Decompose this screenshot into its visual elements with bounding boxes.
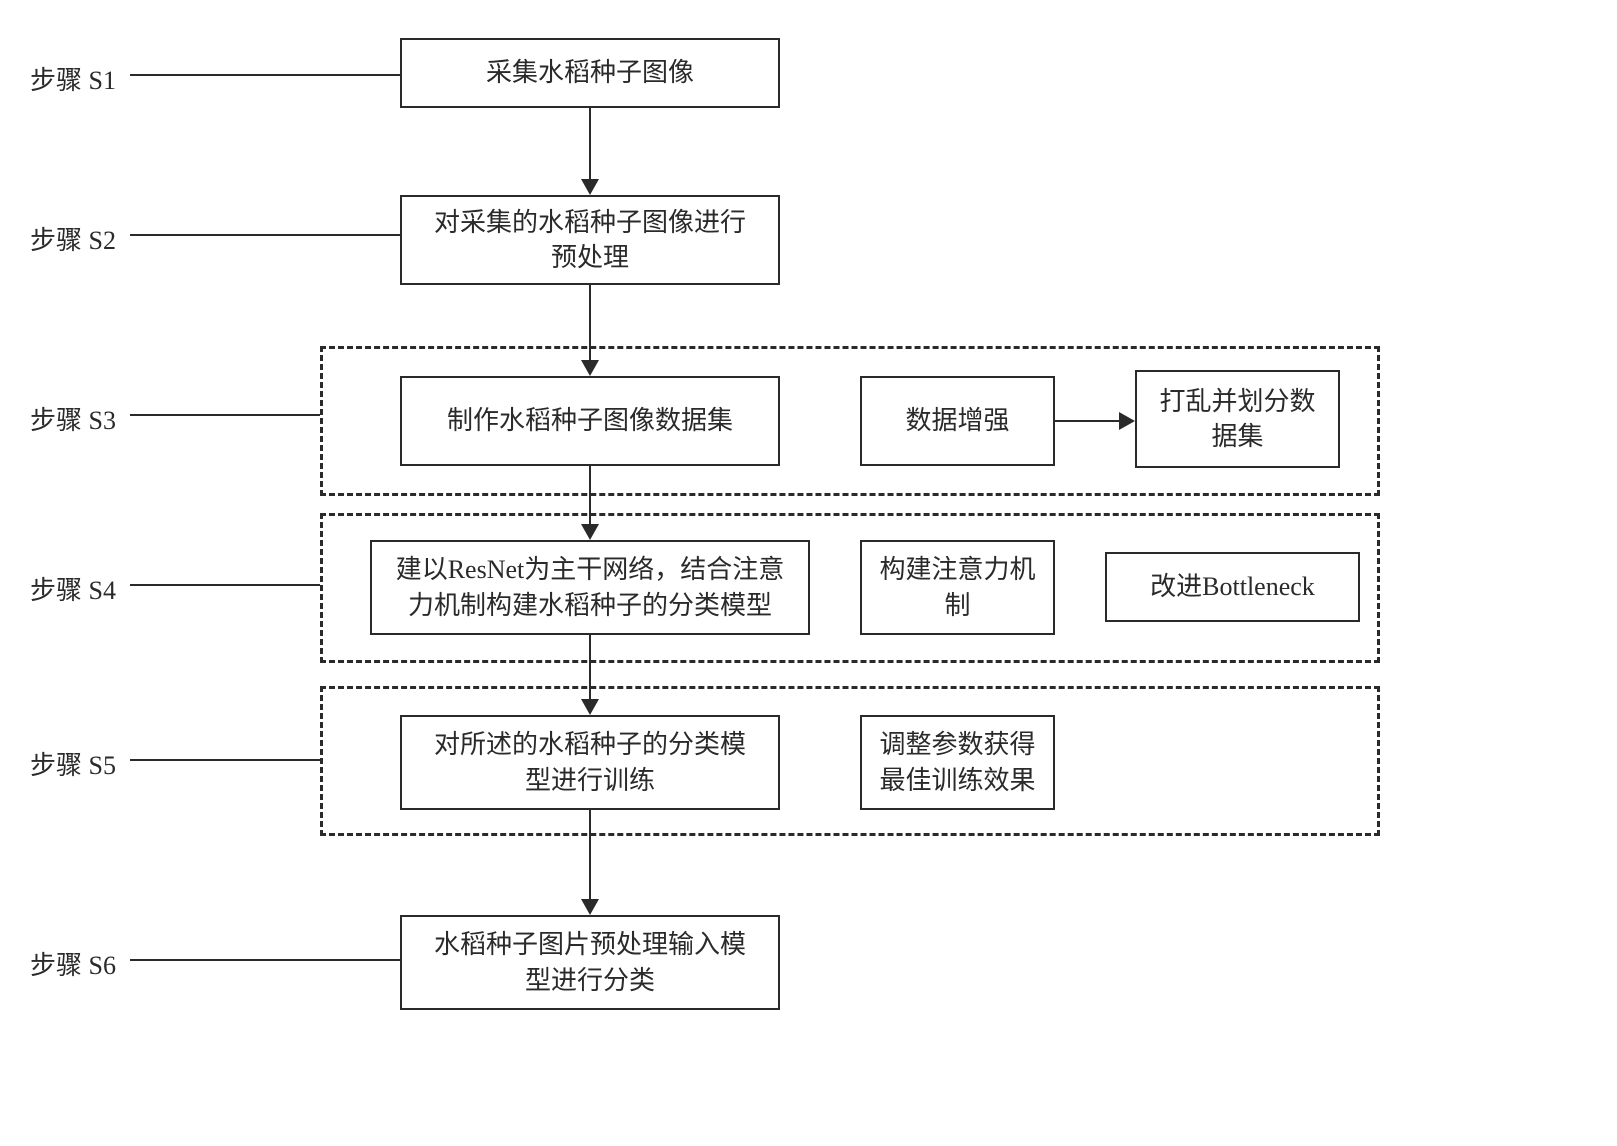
step-label-s1: 步骤 S1	[30, 60, 116, 97]
node-s3c: 打乱并划分数据集	[1135, 370, 1340, 468]
arrow-n3-n4-head	[581, 524, 599, 540]
connector-s6	[130, 959, 400, 961]
arrow-n3b-n3c-head	[1119, 412, 1135, 430]
arrow-n4-n5-line	[589, 635, 591, 700]
arrow-n1-n2-line	[589, 108, 591, 180]
node-s6: 水稻种子图片预处理输入模型进行分类	[400, 915, 780, 1010]
node-s4a: 建以ResNet为主干网络，结合注意力机制构建水稻种子的分类模型	[370, 540, 810, 635]
node-s5a: 对所述的水稻种子的分类模型进行训练	[400, 715, 780, 810]
arrow-n3-n4-line	[589, 466, 591, 525]
node-s1: 采集水稻种子图像	[400, 38, 780, 108]
node-s3b: 数据增强	[860, 376, 1055, 466]
step-label-s5: 步骤 S5	[30, 745, 116, 782]
step-label-s6: 步骤 S6	[30, 945, 116, 982]
arrow-n2-n3-head	[581, 360, 599, 376]
connector-s4	[130, 584, 320, 586]
connector-s1	[130, 74, 400, 76]
node-s4b: 构建注意力机制	[860, 540, 1055, 635]
step-label-s4: 步骤 S4	[30, 570, 116, 607]
step-label-s3: 步骤 S3	[30, 400, 116, 437]
connector-s5	[130, 759, 320, 761]
arrow-n4-n5-head	[581, 699, 599, 715]
arrow-n5-n6-line	[589, 810, 591, 900]
node-s4c: 改进Bottleneck	[1105, 552, 1360, 622]
node-s5b: 调整参数获得最佳训练效果	[860, 715, 1055, 810]
arrow-n2-n3-line	[589, 285, 591, 361]
step-label-s2: 步骤 S2	[30, 220, 116, 257]
arrow-n5-n6-head	[581, 899, 599, 915]
connector-s2	[130, 234, 400, 236]
arrow-n1-n2-head	[581, 179, 599, 195]
arrow-n3b-n3c-line	[1055, 420, 1120, 422]
connector-s3	[130, 414, 320, 416]
node-s3a: 制作水稻种子图像数据集	[400, 376, 780, 466]
node-s2: 对采集的水稻种子图像进行预处理	[400, 195, 780, 285]
flowchart-canvas: 步骤 S1 步骤 S2 步骤 S3 步骤 S4 步骤 S5 步骤 S6 采集水稻…	[0, 0, 1617, 1146]
